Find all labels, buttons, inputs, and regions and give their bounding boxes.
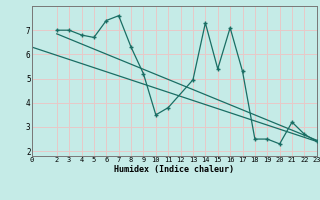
X-axis label: Humidex (Indice chaleur): Humidex (Indice chaleur) [115, 165, 234, 174]
